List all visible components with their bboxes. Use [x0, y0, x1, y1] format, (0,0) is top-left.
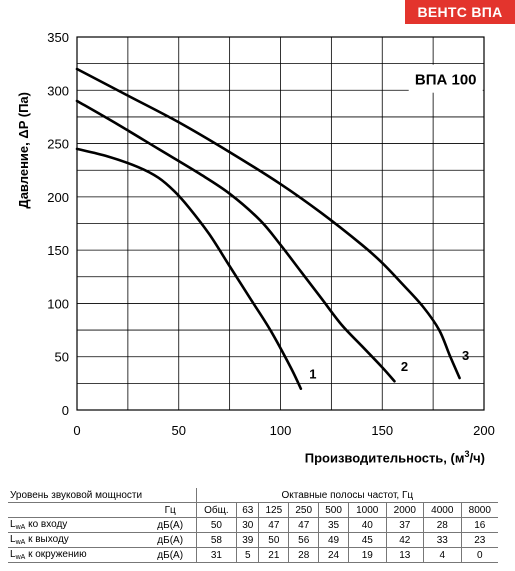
table-cell: 40: [348, 517, 387, 533]
table-cell: 47: [258, 517, 290, 533]
y-tick-label: 100: [47, 296, 69, 311]
table-cell: 50: [258, 532, 290, 548]
x-tick-label: 200: [473, 423, 495, 438]
brand-badge: ВЕНТС ВПА: [405, 0, 515, 24]
y-tick-label: 200: [47, 190, 69, 205]
table-row: LwA к выходу дБ(А) 58 39 50 56 49 45 42 …: [8, 532, 498, 548]
x-axis-label-end: /ч): [469, 450, 486, 466]
table-row: LwA к окружению дБ(А) 31 5 21 28 24 19 1…: [8, 547, 498, 563]
table-cell: 19: [348, 547, 387, 563]
series-label-3: 3: [462, 348, 469, 363]
table-cell: 5: [236, 547, 260, 563]
table-cell: 30: [236, 517, 260, 533]
sound-power-table: Уровень звуковой мощности Октавные полос…: [8, 488, 498, 563]
row-label: LwA ко входу: [8, 517, 145, 533]
table-cell: 50: [195, 517, 238, 533]
table-cell: 28: [288, 547, 320, 563]
y-tick-label: 350: [47, 30, 69, 45]
x-axis-label: Производительность, (м3/ч): [305, 449, 485, 465]
table-cell: 28: [423, 517, 462, 533]
table-cell: 45: [348, 532, 387, 548]
series-line-3: [75, 67, 461, 380]
x-tick-label: 0: [73, 423, 80, 438]
table-cell: 16: [460, 517, 498, 533]
y-axis-label: Давление, ΔP (Па): [16, 92, 31, 209]
column-header: 125: [258, 502, 290, 518]
y-tick-label: 300: [47, 83, 69, 98]
table-row: LwA ко входу дБ(А) 50 30 47 47 35 40 37 …: [8, 517, 498, 533]
x-tick-label: 100: [270, 423, 292, 438]
chart-title: ВПА 100: [415, 72, 477, 89]
bands-title: Октавные полосы частот, Гц: [195, 488, 498, 503]
table-cell: 24: [318, 547, 349, 563]
chart-title-box: [408, 64, 483, 93]
table-title: Уровень звуковой мощности: [8, 488, 197, 503]
x-axis-label-sup: 3: [464, 449, 470, 459]
column-header: 8000: [460, 502, 498, 518]
performance-chart: 0 50 100 150 200 0 50 100 150 200 250 300 350 ВПА 100…: [47, 30, 495, 438]
y-tick-label: 150: [47, 243, 69, 258]
column-header: 63: [236, 502, 260, 518]
series-line-2: [75, 99, 396, 383]
column-header: 2000: [385, 502, 425, 518]
table-cell: 4: [423, 547, 462, 563]
table-columns-row: Гц Общ. 63 125 250 500 1000 2000 4000 80…: [8, 502, 498, 518]
row-label: LwA к окружению: [8, 547, 145, 563]
series-label-1: 1: [309, 367, 316, 382]
table-cell: 33: [423, 532, 462, 548]
table-cell: 37: [385, 517, 425, 533]
column-header: 500: [318, 502, 349, 518]
plot-frame: [76, 36, 485, 411]
table-cell: 35: [318, 517, 349, 533]
row-unit: дБ(А): [144, 517, 197, 533]
x-tick-label: 50: [172, 423, 186, 438]
x-axis-label-main: Производительность, (м: [304, 450, 465, 466]
column-header: Общ.: [195, 502, 238, 518]
x-tick-label: 150: [371, 423, 393, 438]
table-cell: 23: [460, 532, 498, 548]
row-label: LwA к выходу: [8, 532, 145, 548]
column-header: 250: [288, 502, 320, 518]
y-tick-label: 0: [62, 403, 69, 418]
row-unit: дБ(А): [144, 532, 197, 548]
hz-label: Гц: [144, 502, 197, 518]
table-cell: 47: [288, 517, 320, 533]
row-unit: дБ(А): [144, 547, 197, 563]
table-cell: 42: [385, 532, 425, 548]
table-cell: 49: [318, 532, 349, 548]
column-header: 1000: [348, 502, 387, 518]
table-header-row: Уровень звуковой мощности Октавные полос…: [8, 488, 498, 503]
y-tick-label: 50: [55, 350, 69, 365]
series-label-2: 2: [401, 359, 408, 374]
series-line-1: [75, 147, 303, 390]
table-cell: 58: [195, 532, 238, 548]
table-cell: 0: [460, 547, 498, 563]
table-cell: 13: [385, 547, 425, 563]
y-axis-label-box: Давление, ΔP (Па): [16, 92, 36, 212]
y-tick-label: 250: [47, 137, 69, 152]
table-cell: 39: [236, 532, 260, 548]
table-cell: 31: [195, 547, 238, 563]
empty-cell: [8, 502, 145, 518]
column-header: 4000: [423, 502, 462, 518]
table-cell: 56: [288, 532, 320, 548]
table-cell: 21: [258, 547, 290, 563]
